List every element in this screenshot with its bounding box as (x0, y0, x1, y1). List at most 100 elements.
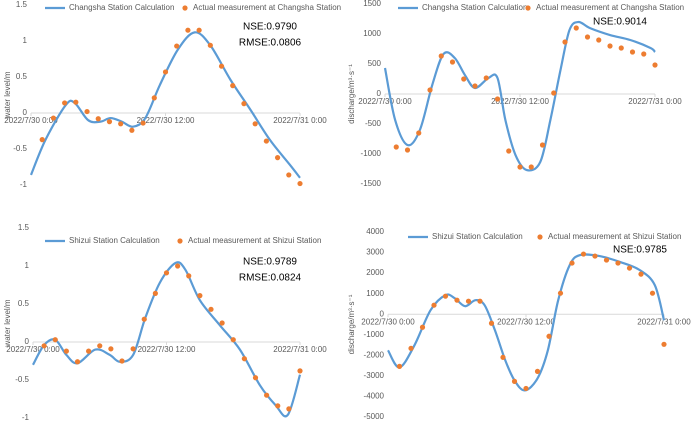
measurement-point (297, 368, 303, 374)
measurement-point (219, 320, 225, 326)
measurement-point (196, 27, 202, 33)
y-tick-label: -0.5 (15, 375, 29, 384)
y-axis-label: water level/m (3, 71, 12, 119)
y-tick-label: -4000 (364, 392, 385, 401)
y-tick-label: 0 (380, 309, 385, 318)
measurement-point (477, 298, 483, 304)
measurement-point (416, 130, 422, 136)
annotation: RMSE:0.0806 (239, 38, 302, 49)
measurement-point (263, 138, 269, 144)
annotation: NSE:0.9785 (613, 245, 667, 256)
y-tick-label: -1000 (361, 149, 382, 158)
measurement-point (629, 49, 636, 55)
measurement-point (408, 345, 414, 351)
measurement-point (528, 164, 534, 170)
y-tick-label: 1.5 (16, 0, 28, 9)
measurement-point (603, 257, 610, 263)
measurement-point (652, 62, 658, 68)
measurement-point (517, 164, 523, 170)
measurement-point (151, 95, 157, 101)
measurement-point (95, 116, 101, 122)
legend-label: Actual measurement at Shizui Station (548, 232, 681, 241)
measurement-point (163, 270, 170, 276)
measurement-point (130, 346, 136, 352)
measurement-point (596, 37, 602, 43)
measurement-point (140, 120, 146, 126)
panel: -1500 -1000 -500 0 500 1000 1500 2022/7/30 0:00… (347, 0, 684, 188)
measurement-point (197, 293, 203, 299)
y-tick-label: 500 (368, 59, 382, 68)
measurement-point (230, 337, 236, 343)
measurement-point (488, 320, 495, 326)
annotation: NSE:0.9790 (243, 22, 297, 33)
legend-swatch (182, 5, 188, 11)
measurement-point (41, 343, 47, 349)
measurement-point (186, 273, 192, 279)
measurement-point (638, 271, 644, 277)
measurement-point (483, 75, 489, 81)
x-tick-label: 2022/7/30 0:00 (6, 345, 60, 354)
y-tick-label: -1 (22, 413, 30, 422)
legend-swatch (537, 234, 543, 240)
measurement-point (396, 363, 403, 369)
measurement-point (162, 69, 169, 75)
measurement-point (626, 265, 633, 271)
measurement-point (218, 63, 225, 69)
measurement-point (511, 378, 518, 384)
y-axis-label: discharge/m³·s⁻¹ (347, 294, 356, 354)
series-line (32, 261, 302, 418)
measurement-point (454, 297, 460, 303)
measurement-point (649, 290, 656, 296)
x-tick-label: 2022/7/31 0:00 (273, 116, 327, 125)
measurement-point (551, 90, 557, 96)
x-tick-label: 2022/7/31 0:00 (628, 97, 682, 106)
y-tick-label: 0 (25, 337, 30, 346)
measurement-point (286, 172, 292, 178)
legend-label: Actual measurement at Shizui Station (188, 236, 321, 245)
measurement-point (461, 76, 467, 82)
measurement-point (141, 316, 147, 322)
measurement-point (119, 358, 125, 364)
annotation: NSE:0.9014 (593, 17, 647, 28)
measurement-point (74, 359, 81, 365)
measurement-point (50, 115, 57, 121)
panel: -5000 -4000 -3000 -2000 -1000 0 1000 2000 3000 40… (347, 227, 691, 421)
y-tick-label: 0.5 (18, 299, 30, 308)
legend-label: Shizui Station Calculation (432, 232, 523, 241)
measurement-point (500, 354, 506, 360)
x-tick-label: 2022/7/30 12:00 (138, 345, 196, 354)
measurement-point (252, 375, 259, 381)
measurement-point (419, 324, 426, 330)
y-tick-label: 2000 (366, 268, 384, 277)
measurement-point (106, 119, 113, 125)
y-tick-label: -3000 (364, 371, 385, 380)
measurement-point (241, 101, 247, 107)
measurement-point (393, 144, 399, 150)
measurement-point (494, 96, 501, 102)
measurement-point (185, 27, 191, 33)
series-line (29, 31, 301, 179)
y-axis-label: discharge/m³·s⁻¹ (347, 64, 356, 124)
measurement-point (73, 99, 79, 105)
measurement-point (230, 83, 236, 89)
measurement-point (118, 121, 124, 127)
measurement-point (562, 39, 568, 45)
y-tick-label: 0 (23, 108, 28, 117)
y-axis-label: water level/m (3, 299, 12, 347)
x-tick-label: 2022/7/30 0:00 (361, 317, 415, 326)
y-tick-label: -1500 (361, 179, 382, 188)
measurement-point (241, 356, 247, 362)
legend-swatch (177, 238, 183, 244)
measurement-point (607, 43, 613, 49)
y-tick-label: 0.5 (16, 72, 28, 81)
measurement-point (523, 385, 529, 392)
measurement-point (569, 260, 575, 266)
measurement-point (534, 368, 541, 374)
legend-label: Changsha Station Calculation (69, 3, 174, 12)
measurement-point (661, 341, 667, 347)
measurement-point (584, 34, 591, 40)
measurement-point (506, 148, 512, 154)
y-tick-label: -0.5 (13, 144, 27, 153)
measurement-point (539, 142, 546, 148)
y-tick-label: 1000 (366, 289, 384, 298)
